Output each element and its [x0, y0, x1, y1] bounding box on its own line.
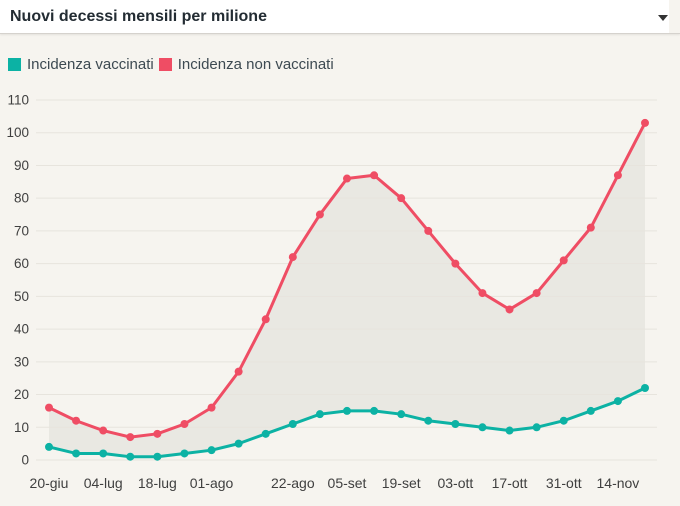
x-tick-label: 17-ott [492, 475, 528, 491]
y-tick-label: 70 [14, 223, 29, 238]
x-tick-label: 18-lug [138, 475, 177, 491]
data-point-vaccinati[interactable] [613, 397, 622, 406]
x-tick-label: 20-giu [30, 475, 69, 491]
data-point-vaccinati[interactable] [261, 429, 270, 438]
y-tick-label: 10 [14, 420, 29, 435]
legend-label-vaccinati: Incidenza vaccinati [27, 56, 154, 73]
x-tick-label: 01-ago [190, 475, 234, 491]
data-point-non-vaccinati[interactable] [45, 403, 53, 412]
data-point-vaccinati[interactable] [72, 449, 81, 458]
data-point-non-vaccinati[interactable] [234, 367, 243, 376]
data-point-vaccinati[interactable] [234, 439, 243, 448]
legend-swatch-non-vaccinati [158, 58, 172, 71]
data-point-non-vaccinati[interactable] [451, 259, 460, 268]
data-point-non-vaccinati[interactable] [72, 416, 81, 425]
data-point-non-vaccinati[interactable] [641, 118, 649, 127]
chevron-down-icon [658, 15, 668, 21]
data-point-non-vaccinati[interactable] [397, 194, 406, 203]
x-tick-label: 03-ott [437, 475, 473, 491]
legend-item-non-vaccinati: Incidenza non vaccinati [158, 56, 334, 73]
y-tick-label: 50 [14, 289, 29, 304]
data-point-vaccinati[interactable] [451, 420, 460, 428]
data-point-vaccinati[interactable] [99, 449, 108, 458]
y-tick-label: 80 [14, 191, 29, 206]
data-point-vaccinati[interactable] [424, 416, 433, 425]
y-tick-label: 20 [14, 387, 29, 402]
data-point-non-vaccinati[interactable] [505, 305, 514, 314]
data-point-non-vaccinati[interactable] [180, 420, 189, 428]
y-tick-label: 60 [14, 256, 29, 271]
data-point-non-vaccinati[interactable] [288, 253, 297, 262]
data-point-non-vaccinati[interactable] [343, 174, 351, 183]
data-point-vaccinati[interactable] [153, 452, 162, 461]
x-tick-label: 31-ott [546, 475, 582, 491]
data-point-non-vaccinati[interactable] [559, 256, 568, 265]
data-point-non-vaccinati[interactable] [613, 171, 622, 180]
x-tick-label: 04-lug [84, 475, 123, 491]
y-tick-label: 110 [7, 93, 29, 108]
data-point-vaccinati[interactable] [207, 446, 216, 455]
y-tick-label: 100 [6, 125, 29, 140]
data-point-non-vaccinati[interactable] [315, 210, 324, 219]
chart-selector[interactable]: Nuovi decessi mensili per milione [0, 0, 669, 33]
data-point-non-vaccinati[interactable] [153, 429, 162, 438]
x-tick-label: 14-nov [597, 475, 640, 491]
y-tick-label: 30 [14, 354, 29, 369]
data-point-vaccinati[interactable] [586, 406, 595, 415]
data-point-vaccinati[interactable] [343, 406, 351, 415]
data-point-vaccinati[interactable] [478, 423, 487, 432]
data-point-vaccinati[interactable] [180, 449, 189, 458]
data-point-non-vaccinati[interactable] [126, 433, 135, 442]
data-point-vaccinati[interactable] [370, 406, 379, 415]
data-point-non-vaccinati[interactable] [586, 223, 595, 232]
data-point-non-vaccinati[interactable] [99, 426, 108, 435]
legend-item-vaccinati: Incidenza vaccinati [8, 56, 154, 73]
chart-title: Nuovi decessi mensili per milione [10, 7, 267, 25]
y-tick-label: 40 [14, 322, 29, 337]
x-tick-label: 22-ago [271, 475, 315, 491]
series-band-fill [49, 122, 645, 457]
x-tick-label: 05-set [328, 475, 367, 491]
data-point-vaccinati[interactable] [397, 410, 406, 419]
x-tick-label: 19-set [382, 475, 421, 491]
legend: Incidenza vaccinati Incidenza non vaccin… [8, 56, 334, 73]
data-point-vaccinati[interactable] [288, 420, 297, 428]
data-point-non-vaccinati[interactable] [370, 171, 379, 180]
data-point-vaccinati[interactable] [641, 384, 649, 392]
y-tick-label: 0 [21, 453, 29, 468]
legend-label-non-vaccinati: Incidenza non vaccinati [177, 56, 334, 73]
line-chart: 0 10 20 30 40 50 60 70 80 90 100 110 20-giu 04-lug 18-… [6, 93, 657, 491]
data-point-vaccinati[interactable] [315, 410, 324, 419]
data-point-vaccinati[interactable] [505, 426, 514, 435]
data-point-vaccinati[interactable] [45, 442, 53, 451]
data-point-non-vaccinati[interactable] [478, 289, 487, 298]
data-point-vaccinati[interactable] [126, 452, 135, 461]
chart-header: Nuovi decessi mensili per milione [0, 0, 680, 34]
data-point-non-vaccinati[interactable] [261, 315, 270, 324]
data-point-non-vaccinati[interactable] [424, 226, 433, 235]
data-point-non-vaccinati[interactable] [532, 289, 541, 298]
data-point-non-vaccinati[interactable] [207, 403, 216, 412]
y-tick-label: 90 [14, 158, 29, 173]
data-point-vaccinati[interactable] [532, 423, 541, 432]
legend-swatch-vaccinati [8, 58, 21, 71]
data-point-vaccinati[interactable] [559, 416, 568, 425]
